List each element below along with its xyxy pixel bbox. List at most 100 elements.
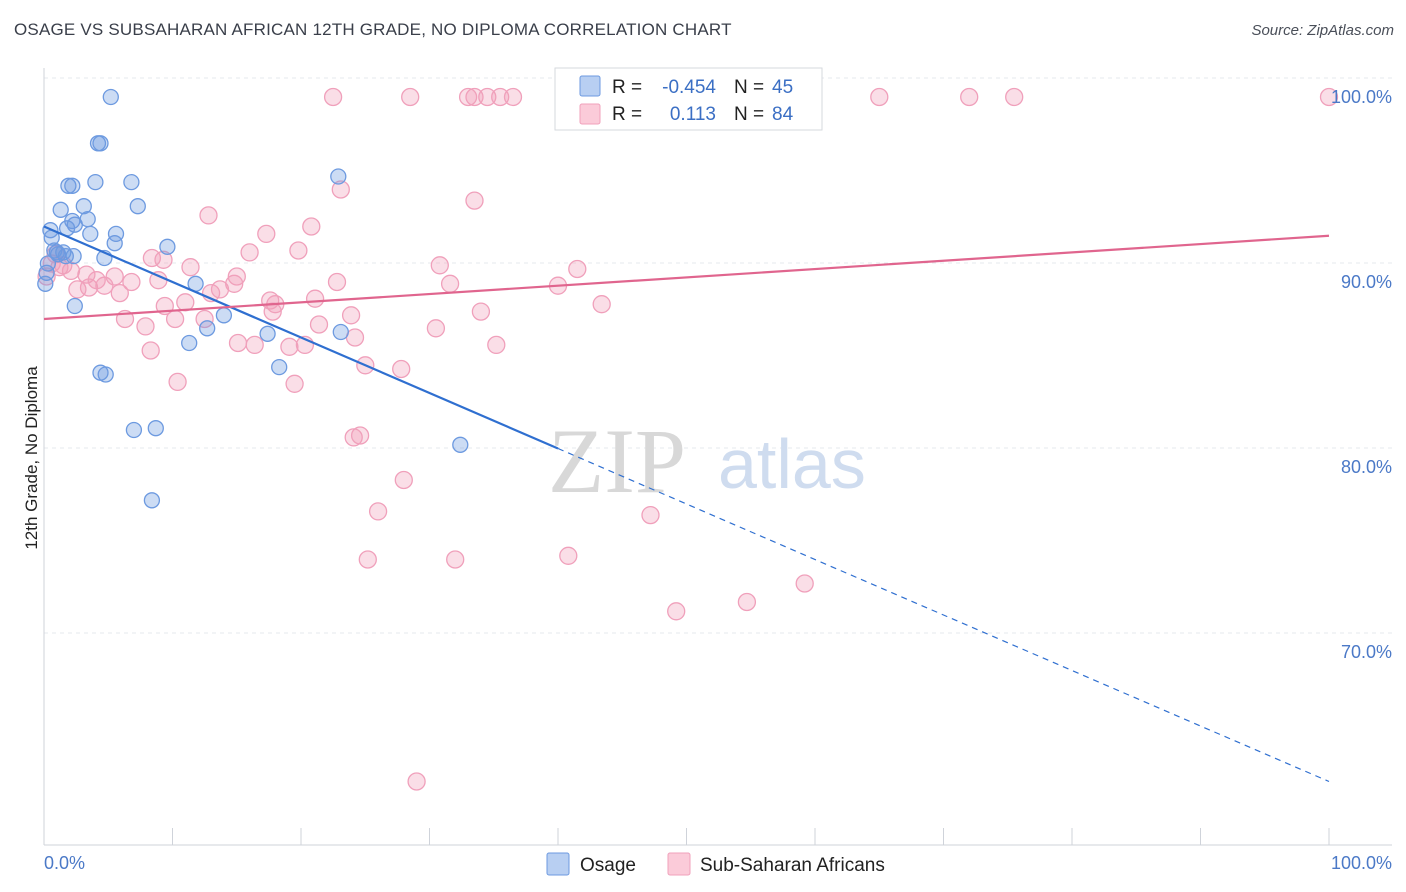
y-tick-label: 90.0%	[1341, 272, 1392, 292]
trend-lines	[43, 225, 1330, 783]
subsaharan-point	[471, 302, 491, 321]
legend-r-value-osage: -0.454	[662, 77, 716, 98]
subsaharan-point	[487, 335, 506, 355]
subsaharan-point	[227, 267, 246, 286]
subsaharan-point	[870, 87, 889, 107]
legend: R = -0.454 N = 45 R = 0.113 N = 84	[554, 67, 823, 131]
osage-trend-extension	[557, 447, 1330, 783]
osage-point	[259, 325, 276, 342]
osage-point	[123, 173, 140, 191]
legend-swatch-osage	[579, 75, 601, 97]
subsaharan-point	[110, 283, 129, 303]
subsaharan-point	[68, 280, 87, 299]
subsaharan-point	[176, 293, 195, 312]
subsaharan-point	[407, 772, 426, 791]
subsaharan-trend-line	[43, 234, 1330, 321]
source-label: Source: ZipAtlas.com	[1251, 22, 1394, 39]
subsaharan-point	[105, 267, 124, 286]
legend-r-value-subsaharan: 0.113	[670, 104, 716, 125]
subsaharan-point	[302, 217, 321, 236]
subsaharan-point	[323, 87, 343, 107]
legend-n-label-osage: N =	[734, 77, 764, 98]
subsaharan-point	[285, 374, 304, 393]
osage-point	[64, 177, 81, 194]
legend-n-value-subsaharan: 84	[772, 104, 794, 125]
subsaharan-point	[165, 309, 185, 329]
subsaharan-point	[257, 224, 276, 244]
subsaharan-points	[37, 87, 1339, 791]
osage-point	[97, 366, 114, 383]
bottom-legend-osage: Osage	[580, 855, 636, 876]
subsaharan-point	[327, 272, 347, 292]
legend-r-label-osage: R =	[612, 77, 642, 98]
subsaharan-point	[465, 87, 484, 107]
subsaharan-point	[79, 278, 99, 297]
chart-title: OSAGE VS SUBSAHARAN AFRICAN 12TH GRADE, …	[14, 20, 732, 39]
osage-point	[452, 436, 469, 453]
subsaharan-point	[345, 328, 365, 347]
bottom-legend-swatch-osage	[546, 852, 570, 876]
subsaharan-point	[309, 315, 329, 334]
osage-point	[129, 198, 146, 215]
y-tick-label: 100.0%	[1331, 87, 1392, 107]
osage-point	[92, 135, 109, 152]
subsaharan-point	[465, 191, 484, 210]
subsaharan-point	[491, 87, 510, 107]
subsaharan-point	[559, 546, 578, 565]
osage-point	[215, 307, 233, 324]
osage-point	[60, 177, 77, 194]
legend-n-value-osage: 45	[772, 77, 793, 98]
osage-point	[39, 255, 57, 272]
subsaharan-point	[341, 306, 361, 325]
subsaharan-point	[350, 426, 370, 445]
subsaharan-point	[136, 317, 155, 336]
legend-r-label-subsaharan: R =	[612, 104, 642, 125]
watermark-zip: ZIP	[548, 410, 686, 512]
osage-point	[48, 244, 66, 261]
y-tick-labels: 100.0% 90.0% 80.0% 70.0%	[1331, 87, 1392, 662]
osage-point	[52, 201, 69, 218]
x-tick-label-max: 100.0%	[1331, 853, 1392, 873]
subsaharan-point	[142, 248, 162, 268]
subsaharan-point	[667, 602, 686, 621]
subsaharan-point	[737, 592, 757, 612]
subsaharan-point	[592, 295, 611, 314]
subsaharan-point	[478, 87, 497, 107]
subsaharan-point	[280, 337, 299, 356]
subsaharan-point	[154, 250, 173, 269]
subsaharan-point	[199, 206, 218, 225]
osage-point	[143, 492, 161, 509]
osage-point	[271, 358, 288, 376]
subsaharan-point	[394, 470, 413, 490]
subsaharan-point	[289, 241, 308, 260]
subsaharan-point	[240, 243, 259, 262]
osage-point	[102, 88, 119, 106]
watermark-atlas: atlas	[718, 425, 866, 503]
bottom-legend-swatch-subsaharan	[667, 852, 691, 876]
legend-swatch-subsaharan	[579, 103, 601, 125]
osage-point	[159, 238, 176, 255]
subsaharan-point	[426, 319, 446, 338]
subsaharan-point	[401, 87, 420, 107]
subsaharan-point	[430, 256, 449, 275]
osage-point	[332, 323, 349, 341]
osage-point	[79, 210, 96, 228]
subsaharan-point	[503, 87, 523, 107]
subsaharan-point	[795, 574, 814, 593]
osage-point	[87, 173, 104, 191]
subsaharan-point	[568, 259, 587, 279]
y-tick-label: 80.0%	[1341, 457, 1392, 477]
osage-point	[65, 247, 82, 265]
subsaharan-point	[122, 272, 141, 292]
subsaharan-point	[245, 335, 264, 355]
y-tick-label: 70.0%	[1341, 642, 1392, 662]
osage-point	[330, 168, 347, 185]
osage-point	[66, 297, 83, 315]
bottom-legend-subsaharan: Sub-Saharan Africans	[700, 855, 885, 876]
subsaharan-point	[344, 428, 363, 447]
subsaharan-point	[210, 280, 230, 299]
x-tick-label-min: 0.0%	[44, 853, 85, 873]
subsaharan-point	[168, 372, 187, 392]
legend-n-label-subsaharan: N =	[734, 104, 764, 125]
